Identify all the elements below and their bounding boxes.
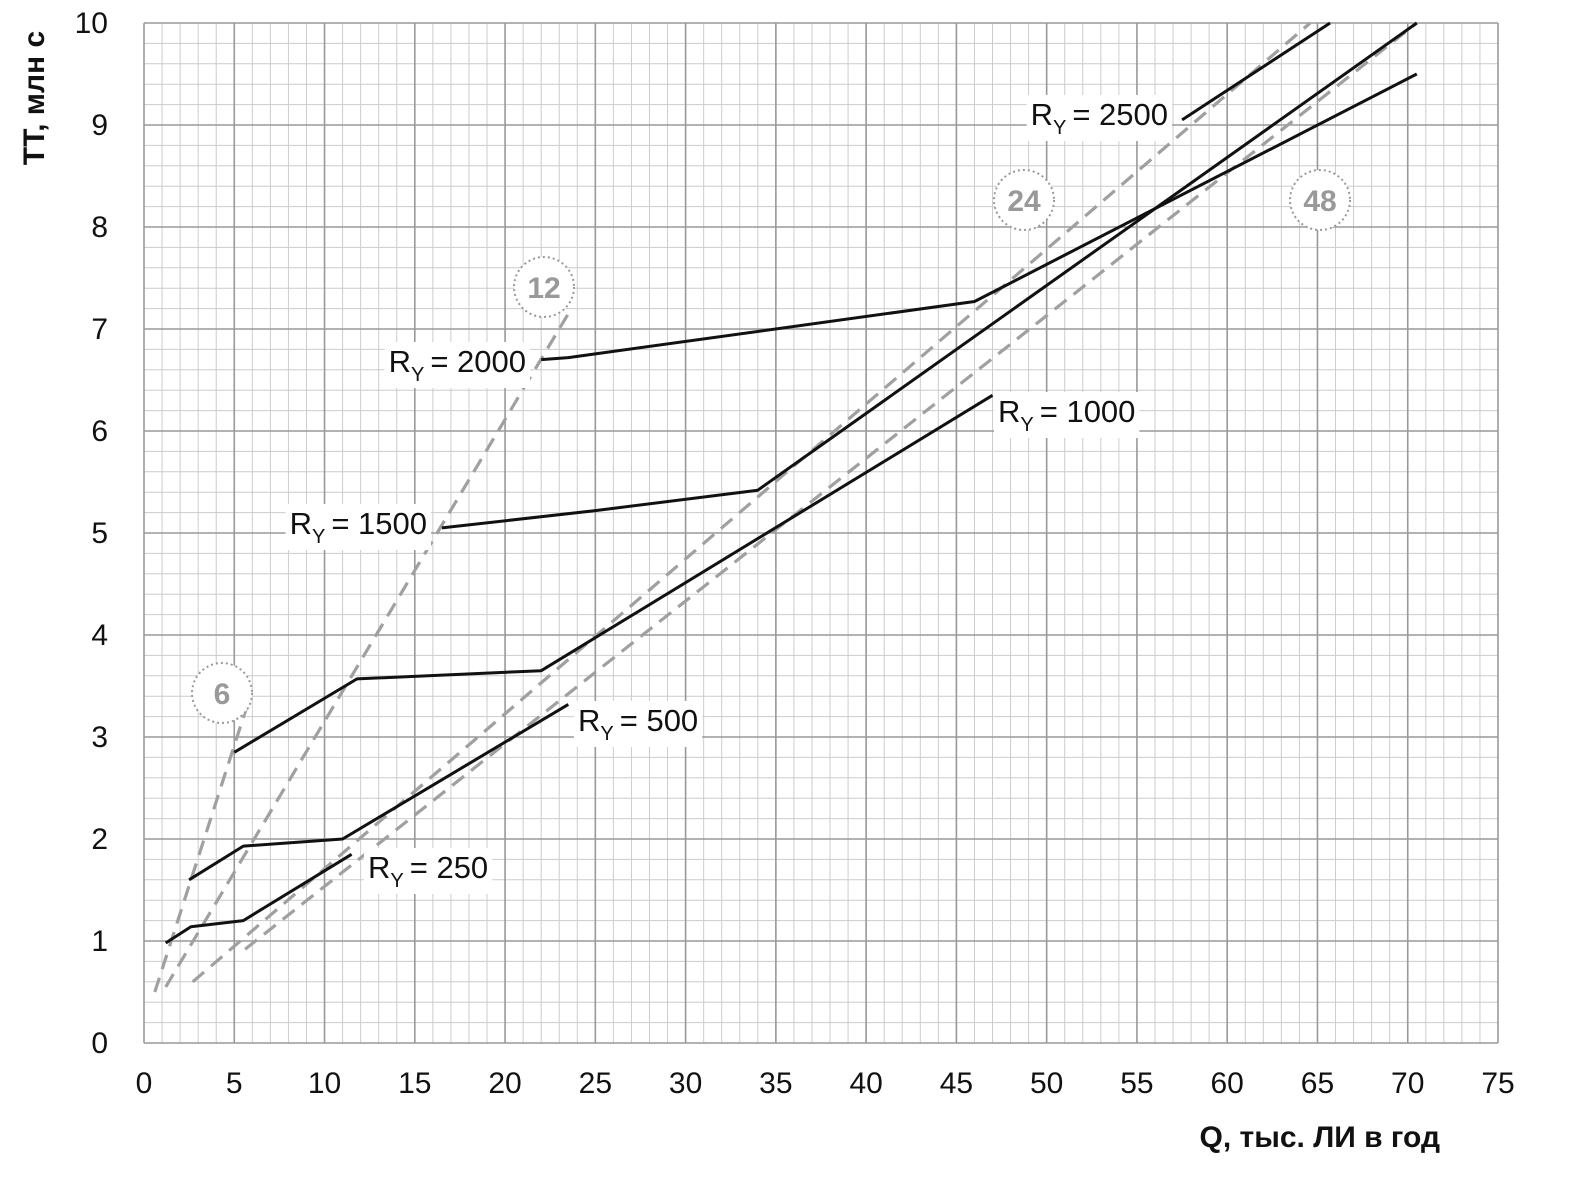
series-label: RY = 2000	[389, 344, 526, 386]
x-tick-label: 55	[1120, 1067, 1153, 1100]
x-tick-label: 30	[669, 1067, 702, 1100]
y-tick-label: 4	[91, 619, 108, 652]
reference-label: 48	[1303, 185, 1336, 218]
series-label-subscript: Y	[411, 364, 424, 386]
series-label-subscript: Y	[312, 526, 325, 548]
series-line	[233, 394, 994, 754]
series-label-value: = 2000	[430, 344, 526, 379]
series-label: RY = 1000	[998, 394, 1135, 436]
reference-line	[244, 21, 1418, 951]
x-axis-title: Q, тыс. ЛИ в год	[1200, 1121, 1440, 1154]
series-label-background	[285, 504, 431, 550]
series-label-subscript: Y	[390, 870, 403, 892]
x-tick-label: 70	[1391, 1067, 1424, 1100]
series-label: RY = 1500	[290, 506, 427, 548]
y-tick-labels: 0 1 2 3 4 5 6 7 8 9 10	[75, 7, 108, 1060]
y-tick-label: 3	[91, 721, 108, 754]
x-tick-label: 75	[1481, 1067, 1514, 1100]
reference-label-circle	[993, 169, 1055, 231]
series-label: RY = 500	[578, 703, 698, 745]
x-tick-label: 45	[940, 1067, 973, 1100]
series-label-main: R	[290, 506, 312, 541]
series-label-main: R	[1031, 97, 1053, 132]
series-label-subscript: Y	[1053, 117, 1066, 139]
series-label-subscript: Y	[1020, 414, 1033, 436]
x-tick-label: 25	[579, 1067, 612, 1100]
series-label: RY = 250	[368, 850, 488, 892]
series-label-value: = 1500	[331, 506, 427, 541]
x-tick-label: 0	[136, 1067, 153, 1100]
series-label-background	[1026, 95, 1172, 141]
reference-line	[164, 312, 570, 988]
series-line	[188, 703, 570, 882]
y-tick-label: 9	[91, 109, 108, 142]
y-tick-label: 0	[91, 1027, 108, 1060]
series-line	[1181, 21, 1331, 122]
x-tick-label: 20	[488, 1067, 521, 1100]
x-tick-label: 5	[226, 1067, 243, 1100]
series-label-value: = 500	[620, 703, 698, 738]
series-lines	[164, 21, 1418, 945]
series-label-main: R	[389, 344, 411, 379]
x-tick-labels: 0 5 10 15 20 25 30 35 40 45 50 55 60 65 70 75	[136, 1067, 1515, 1100]
x-tick-label: 60	[1211, 1067, 1244, 1100]
x-tick-label: 15	[398, 1067, 431, 1100]
reference-label-circle	[1289, 169, 1351, 231]
series-label-background	[384, 342, 530, 388]
x-tick-label: 35	[759, 1067, 792, 1100]
series-label-main: R	[998, 394, 1020, 429]
series-label-main: R	[578, 703, 600, 738]
series-label-background	[364, 848, 493, 894]
reference-lines	[153, 21, 1418, 993]
y-tick-label: 7	[91, 313, 108, 346]
reference-label: 6	[214, 678, 231, 711]
series-label-background	[574, 701, 703, 747]
reference-label: 24	[1007, 185, 1041, 218]
series-label-main: R	[368, 850, 390, 885]
series-label-value: = 1000	[1040, 394, 1136, 429]
x-tick-label: 50	[1030, 1067, 1063, 1100]
reference-label-circle	[513, 256, 575, 318]
reference-label: 12	[527, 272, 560, 305]
series-label-background	[994, 392, 1140, 438]
reference-labels: 6 12 24 48	[191, 169, 1351, 724]
series-label-subscript: Y	[600, 723, 613, 745]
x-tick-label: 65	[1301, 1067, 1334, 1100]
reference-line	[191, 21, 1312, 984]
grid-major	[143, 22, 1499, 1044]
reference-label-circle	[191, 662, 253, 724]
y-tick-label: 1	[91, 925, 108, 958]
series-label-value: = 250	[410, 850, 488, 885]
y-tick-label: 10	[75, 7, 108, 40]
series-line	[441, 21, 1418, 530]
y-tick-label: 2	[91, 823, 108, 856]
y-tick-label: 5	[91, 517, 108, 550]
y-axis-title: TT, млн с	[18, 31, 51, 165]
x-tick-label: 10	[308, 1067, 341, 1100]
series-line	[164, 853, 353, 945]
y-tick-label: 6	[91, 415, 108, 448]
series-label-value: = 2500	[1072, 97, 1168, 132]
series-label: RY = 2500	[1031, 97, 1168, 139]
reference-line	[153, 705, 249, 993]
x-tick-label: 40	[849, 1067, 882, 1100]
y-tick-label: 8	[91, 211, 108, 244]
series-line	[541, 72, 1418, 362]
